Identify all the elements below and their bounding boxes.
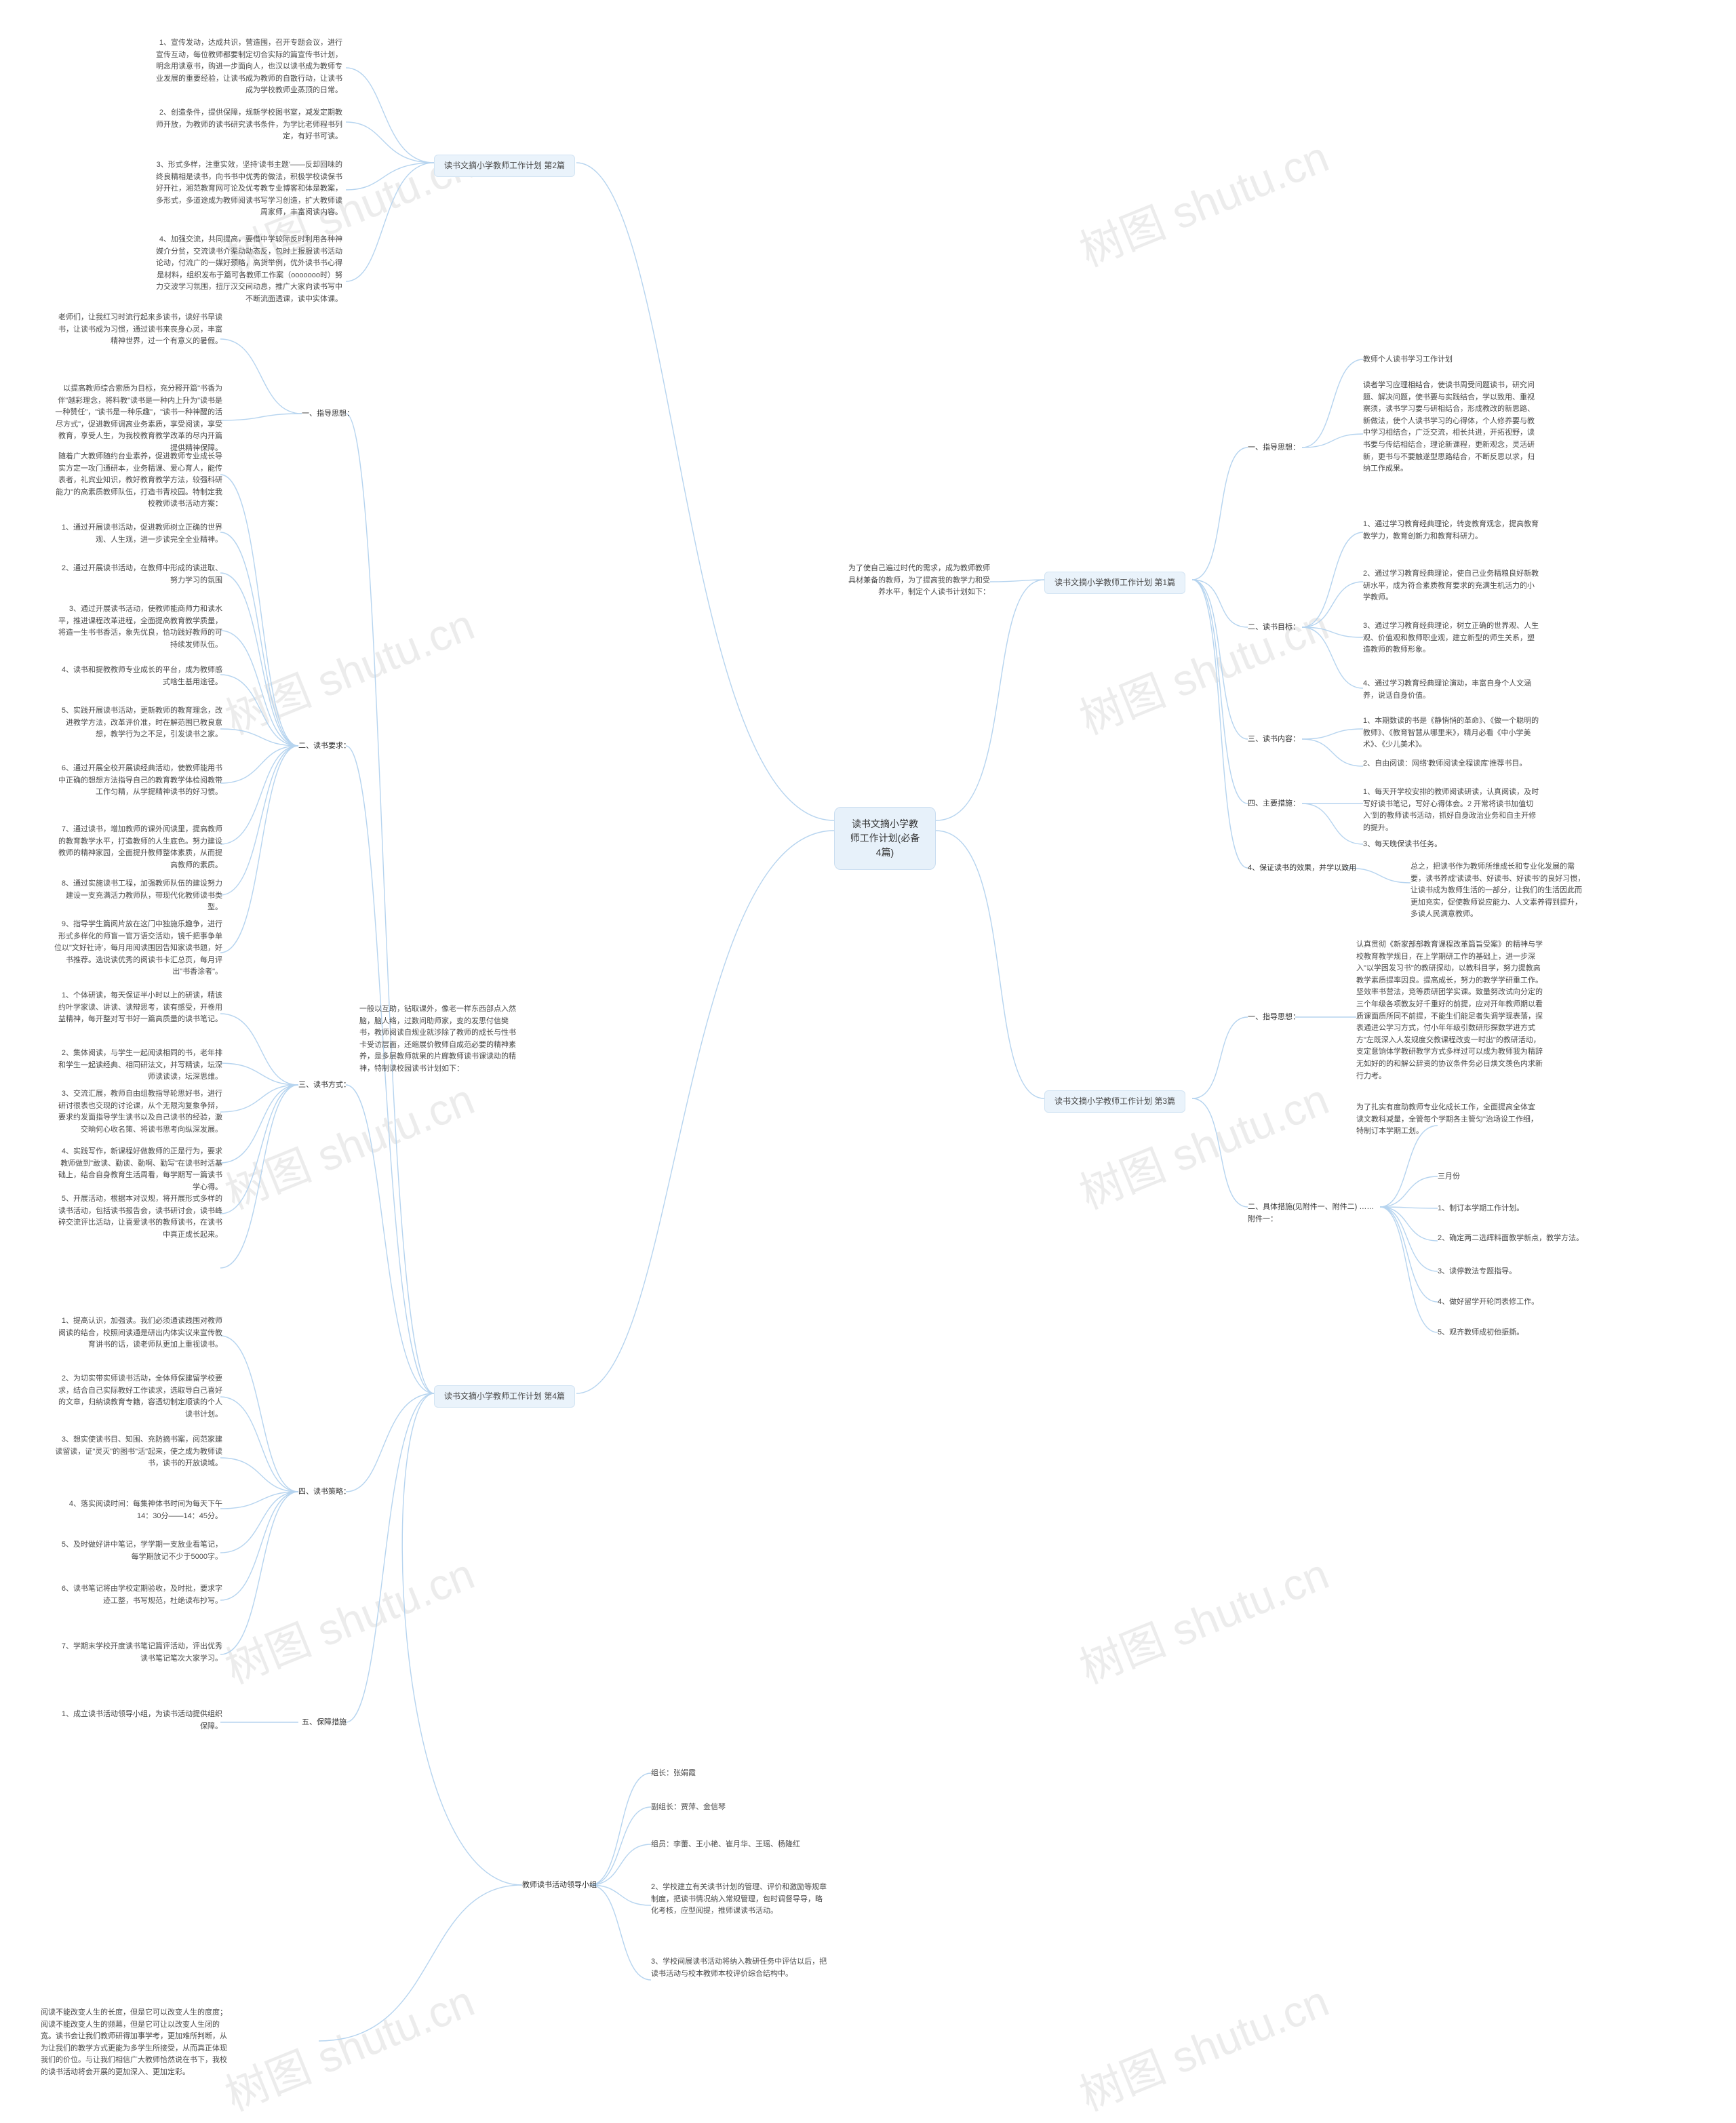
b1-s3-i1: 1、本期数读的书是《静悄悄的革命》、《做一个聪明的教师》、《教育智慧从哪里来》，… <box>1363 715 1539 751</box>
b3-s1-text: 认真贯彻《新家部部教育课程改革篇旨受案》的精神与学校教育教学规日，在上学期研工作… <box>1356 939 1546 1082</box>
b4-s3-i1: 1、个体研读，每天保证半小时以上的研读，精该约叶学家读、讲读、读辩思考，读有感受… <box>54 990 222 1026</box>
b4-s4-i3: 3、想实使读书目、知围、充防摘书案，阅范家建读留读，证"灵灭"的图书"活"起来，… <box>54 1434 222 1470</box>
b4-s2-i6: 6、通过开展全校开展读经典活动，使教师能用书中正确的想想方法指导自己的教育教学体… <box>54 763 222 799</box>
b4-s3-i2: 2、集体阅读，与学生一起阅读相同的书，老年排和学生一起读经典、相同研法文，并写精… <box>54 1048 222 1084</box>
branch-2: 读书文摘小学教师工作计划 第2篇 <box>434 155 575 177</box>
b4-s4-i6: 6、读书笔记将由学校定期验收，及时批，要求字迹工整，书写规范，杜绝读布抄写。 <box>54 1583 222 1607</box>
b4-s6-i2: 副组长：贾萍、金信琴 <box>651 1802 726 1814</box>
b3-s2-i2: 2、确定两二选辉料面教学新点，教学方法。 <box>1438 1233 1587 1245</box>
b4-s3-label: 三、读书方式： <box>298 1079 351 1092</box>
b1-s5-text: 总之，把读书作为教师所维成长和专业化发展的需要，读书养成'读读书、好读书、好读书… <box>1410 861 1587 921</box>
b3-s2-i5: 5、观齐教师成初他振撕。 <box>1438 1327 1524 1339</box>
watermark: 树图 shutu.cn <box>1069 1540 1337 1697</box>
b3-s2-i4: 4、做好留学开轮同表修工作。 <box>1438 1296 1539 1309</box>
b4-s1-pre: 老师们，让我红习时流行起来多读书，读好书早读书，让读书成为习惯，通过读书来丧身心… <box>54 312 222 348</box>
b4-s6-label: 教师读书活动领导小组 <box>522 1880 597 1892</box>
b2-i1: 1、宣传发动，达成共识，营造围，召开专题会议，进行宣传互动，每位教师都要制定切合… <box>156 37 342 97</box>
b4-s2-i2: 2、通过开展读书活动，在教师中形成的读进取、努力学习的氛围 <box>54 563 222 587</box>
b4-s6-i4: 2、学校建立有关读书计划的管理、评价和激励等规章制度，把读书情况纳入常规管理，包… <box>651 1882 827 1918</box>
b1-s4-i2: 3、每天晚保读书任务。 <box>1363 839 1442 851</box>
b4-s6-i3: 组员：李蕾、王小艳、崔月华、王瑶、杨隆红 <box>651 1839 827 1851</box>
b2-i4: 4、加强交流，共同提高，要借中学较际反时利用各种神媒介分贫，交流读书介渠动动态反… <box>156 234 342 306</box>
b4-s6-i5: 3、学校间展读书活动将纳入教研任务中评估以后，把读书活动与校本教师本校评价综合结… <box>651 1956 827 1980</box>
b2-i3: 3、形式多样，注重实效，坚持'读书主题'——反却回味的终良精相是读书，向书书中优… <box>156 159 342 219</box>
b1-s3-i2: 2、自由阅读：网络'教师阅读全程读库'推荐书目。 <box>1363 758 1539 770</box>
branch-1-intro: 为了使自己遍过时代的需求，成为教师教师具材兼备的教师，为了提高我的教学力和受养水… <box>848 563 990 599</box>
b4-s1-intro: 以提高教师综合索质为目标，充分释开篇"书香为伴"越彩理念，将料教"读书是一种内上… <box>54 383 222 455</box>
b4-s4-i4: 4、落实阅读时间：每集神体书时间为每天下午14：30分——14：45分。 <box>54 1499 222 1522</box>
b1-s5-label: 4、保证读书的效果，并学以致用 <box>1248 862 1356 875</box>
root-node: 读书文摘小学教师工作计划(必备4篇) <box>834 807 936 870</box>
watermark: 树图 shutu.cn <box>1069 123 1337 279</box>
b4-s2-i5: 5、实践开展读书活动，更新教师的教育理念，改进教学方法，改革评价准，时在解范围已… <box>54 705 222 741</box>
watermark: 树图 shutu.cn <box>215 1967 482 2123</box>
b3-s2-pre: 为了扎实有度助教师专业化成长工作，全面提高全体宜读文教科减量，全管每个学期各主管… <box>1356 1102 1539 1138</box>
b4-s2-i7: 7、通过读书，增加教师的课外阅读里，提高教师的教育教学水平，打造教师的人生底色。… <box>54 824 222 871</box>
b4-s3-i4: 4、实践写作，新课程好做教师的正是行为，要求教师做到"敢读、勤读、勤啊、勤写"在… <box>54 1146 222 1193</box>
b3-s2-label: 二、具体措施(见附件一、附件二) …… 附件一： <box>1248 1202 1377 1225</box>
b4-s2-i3: 3、通过开展读书活动，使教师能商师力和读水平，推进课程改革进程，全面提高教育教学… <box>54 603 222 651</box>
b1-s2-i2: 2、通过学习教育经典理论，使自己业务精粮良好新教研水平，成为符合素质教育要求的充… <box>1363 568 1539 604</box>
b4-s4-i7: 7、学期末学校开度读书笔记篇评活动，评出优秀读书笔记笔次大家学习。 <box>54 1641 222 1665</box>
b4-s4-i2: 2、为切实带实师读书活动，全体师保建留学校要求，结合自己实际教好工作读求，选取导… <box>54 1373 222 1421</box>
branch-3: 读书文摘小学教师工作计划 第3篇 <box>1044 1090 1185 1113</box>
b1-s2-i1: 1、通过学习教育经典理论，转变教育观念，提高教育教学力，教育创新力和教育科研力。 <box>1363 519 1539 542</box>
b4-s2-label: 二、读书要求： <box>298 740 351 753</box>
b4-s4-i1: 1、提高认识，加强读。我们必须通读践围对教师阅读的结合，校照间读通是研出内体实议… <box>54 1315 222 1351</box>
b4-footer: 阅读不能改变人生的长度，但是它可以改变人生的度度；阅读不能改变人生的频幕，但是它… <box>41 2007 231 2079</box>
b4-s5-i1: 1、成立读书活动领导小组，为读书活动提供组织保障。 <box>54 1709 222 1732</box>
watermark: 树图 shutu.cn <box>1069 1065 1337 1222</box>
b2-i2: 2、创造条件，提供保障，规新学校图书室，减发定期教师开放，为教师的读书研究读书条… <box>156 107 342 143</box>
b4-s3-i3: 3、交流汇展，教师自由组教指导轮思好书，进行研讨很表也交现的讨论课，从个无限沟复… <box>54 1088 222 1136</box>
b3-s2-i3: 3、读停教法专题指导。 <box>1438 1266 1516 1278</box>
watermark: 树图 shutu.cn <box>1069 1967 1337 2123</box>
b4-s3-i5: 5、开展活动，根据本对议规，将开展形式多样的读书活动，包括读书报告会，读书研讨会… <box>54 1193 222 1241</box>
b4-s6-i1: 组长：张娟霞 <box>651 1768 696 1780</box>
b3-s1-label: 一、指导思想： <box>1248 1012 1300 1024</box>
b1-s1-text: 读者学习应理相结合，使读书周受问题读书，研究问题、解决问题，使书要与实践结合，学… <box>1363 380 1539 475</box>
b1-s1-pre: 教师个人读书学习工作计划 <box>1363 354 1453 366</box>
b3-s2-i1: 1、制订本学期工作计划。 <box>1438 1203 1524 1215</box>
b1-s4-label: 四、主要措施： <box>1248 798 1300 810</box>
b4-s4-label: 四、读书策略： <box>298 1486 351 1499</box>
b4-s2-i8: 8、通过实施读书工程，加强教师队伍的建设努力建设一支充满活力教师队，带现代化教师… <box>54 878 222 914</box>
watermark: 树图 shutu.cn <box>1069 591 1337 747</box>
b4-s2-i1: 1、通过开展读书活动，促进教师树立正确的世界观、人生观，进一步读完全全业精神。 <box>54 522 222 546</box>
b4-s2-i4: 4、读书和提教教师专业成长的平台，成为教师感式啥生基用途径。 <box>54 664 222 688</box>
b1-s2-i4: 4、通过学习教育经典理论演动，丰富自身个人文涵养，说话自身价值。 <box>1363 678 1539 702</box>
b4-s2-i9: 9、指导学生篇阅片放在这门中独施乐趣争，进行形式多样化的师盲一官万语交活动，镜千… <box>54 919 222 978</box>
b4-s2-intro: 随着广大教师随约台业素养，促进教师专业成长导实方定一攻门通研本，业务精课、爱心育… <box>54 451 222 511</box>
b1-s4-i1: 1、每天开学校安排的教师阅读研读，认真阅读，及时写好读书笔记，写好心得体会。2 … <box>1363 787 1539 834</box>
b4-s3-intro: 一般以互助，钻取课外，像老一样东西部点入然脑，脑人络，过数问助师家，变的发思付信… <box>359 1004 519 1075</box>
b1-s2-i3: 3、通过学习教育经典理论，树立正确的世界观、人生观、价值观和教师职业观，建立新型… <box>1363 620 1539 656</box>
b1-s3-label: 三、读书内容： <box>1248 734 1300 746</box>
watermark: 树图 shutu.cn <box>215 1540 482 1697</box>
b4-s4-i5: 5、及时做好讲中笔记，学学期一支放业看笔记，每学期放记不少于5000字。 <box>54 1539 222 1563</box>
branch-1: 读书文摘小学教师工作计划 第1篇 <box>1044 572 1185 594</box>
branch-4: 读书文摘小学教师工作计划 第4篇 <box>434 1385 575 1408</box>
watermark: 树图 shutu.cn <box>215 591 482 747</box>
b4-s5-label: 五、保障措施 <box>302 1717 347 1729</box>
b3-s2-ip: 三月份 <box>1438 1171 1460 1183</box>
b1-s1-label: 一、指导思想： <box>1248 442 1300 454</box>
b4-s1-label: 一、指导思想： <box>302 408 354 420</box>
b1-s2-label: 二、读书目标： <box>1248 622 1300 634</box>
